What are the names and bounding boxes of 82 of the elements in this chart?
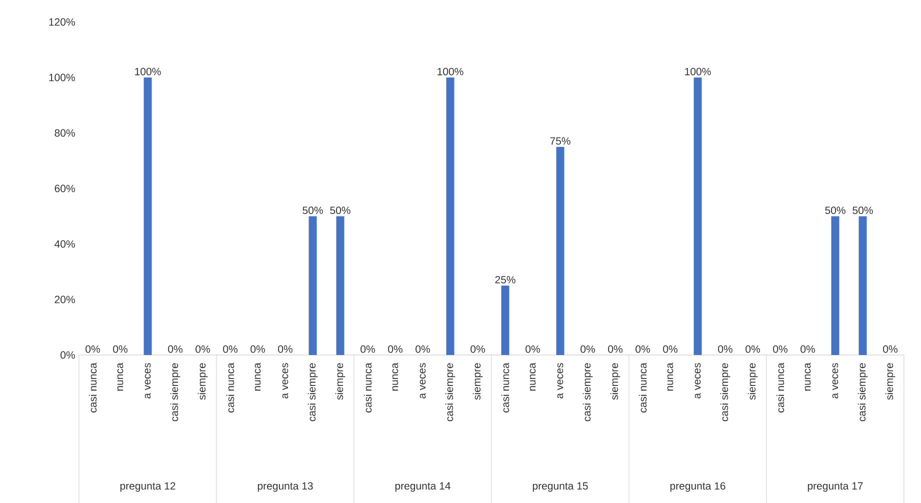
x-tick-label: a veces [420, 363, 426, 398]
x-tick-label: casi siempre [445, 363, 456, 422]
data-label: 50% [852, 206, 873, 214]
x-tick-label: nunca [117, 362, 124, 391]
data-label: 50% [825, 206, 846, 214]
bar [144, 77, 152, 355]
y-tick-label: 100% [49, 74, 75, 82]
bar [556, 146, 564, 355]
data-label: 0% [196, 345, 210, 353]
data-label: 0% [223, 345, 238, 353]
x-tick-label: nunca [254, 362, 261, 391]
text: pregunta 16 [670, 482, 726, 492]
data-label: 0% [883, 345, 898, 353]
x-tick-label: a veces [694, 363, 701, 398]
y-tick-label: 20% [54, 296, 75, 304]
x-tick-label: siempre [198, 363, 208, 400]
x-tick-label: nunca [392, 362, 398, 391]
data-label: 75% [550, 137, 570, 145]
data-label: 0% [718, 345, 732, 353]
data-label: 0% [608, 345, 622, 353]
data-label: 0% [416, 345, 430, 353]
x-tick-label: siempre [885, 363, 896, 400]
bar [336, 216, 344, 355]
x-tick-label: nunca [667, 362, 674, 391]
x-tick-label: a veces [832, 363, 838, 398]
x-tick-label: a veces [557, 363, 564, 398]
data-label: 0% [746, 345, 760, 353]
data-label: 0% [168, 345, 182, 353]
x-tick-label: siempre [610, 363, 620, 400]
text: pregunta 17 [808, 482, 863, 492]
data-label: 50% [302, 206, 323, 214]
x-tick-label: casi nunca [364, 362, 372, 412]
data-label: 0% [470, 345, 485, 353]
bar [831, 216, 840, 355]
data-label: 0% [113, 345, 128, 353]
bar [446, 77, 454, 355]
data-label: 100% [135, 68, 161, 76]
text: pregunta 12 [120, 482, 176, 492]
x-tick-label: nunca [530, 362, 536, 391]
x-tick-label: siempre [335, 363, 346, 400]
x-tick-label: siempre [472, 363, 483, 400]
data-label: 0% [663, 345, 678, 353]
data-label: 0% [636, 345, 650, 353]
bar [501, 286, 510, 355]
x-tick-label: casi nunca [638, 362, 647, 412]
data-label: 25% [495, 276, 516, 284]
data-label: 0% [580, 345, 595, 353]
data-label: 0% [278, 345, 292, 353]
y-tick-label: 80% [54, 129, 75, 137]
data-label: 50% [330, 206, 350, 214]
x-tick-label: casi nunca [226, 362, 234, 412]
text: pregunta 14 [395, 482, 450, 492]
y-tick-label: 0% [60, 351, 75, 359]
data-label: 0% [388, 345, 402, 353]
data-label: 0% [526, 345, 540, 353]
x-tick-label: casi siempre [582, 363, 593, 422]
data-label: 0% [360, 345, 375, 353]
y-tick-label: 120% [49, 18, 75, 26]
text: pregunta 13 [258, 482, 313, 492]
text: pregunta 15 [532, 482, 588, 492]
x-tick-label: casi siempre [858, 363, 868, 422]
x-tick-label: a veces [282, 363, 288, 398]
bar [694, 77, 702, 355]
x-tick-label: casi nunca [501, 362, 510, 412]
bar [858, 216, 867, 355]
data-label: 0% [86, 345, 100, 353]
data-label: 100% [438, 68, 464, 76]
data-label: 100% [685, 68, 711, 76]
x-tick-label: casi siempre [308, 363, 318, 422]
x-tick-label: casi nunca [88, 362, 97, 412]
x-tick-label: siempre [748, 363, 758, 400]
x-tick-label: casi siempre [720, 363, 730, 422]
x-tick-label: nunca [804, 362, 811, 391]
bar [308, 216, 317, 355]
data-label: 0% [800, 345, 815, 353]
x-tick-label: a veces [144, 363, 151, 398]
y-tick-label: 60% [54, 184, 75, 192]
data-label: 0% [250, 345, 265, 353]
y-tick-label: 40% [54, 240, 75, 248]
x-tick-label: casi nunca [776, 362, 784, 412]
x-tick-label: casi siempre [170, 363, 180, 422]
data-label: 0% [773, 345, 788, 353]
